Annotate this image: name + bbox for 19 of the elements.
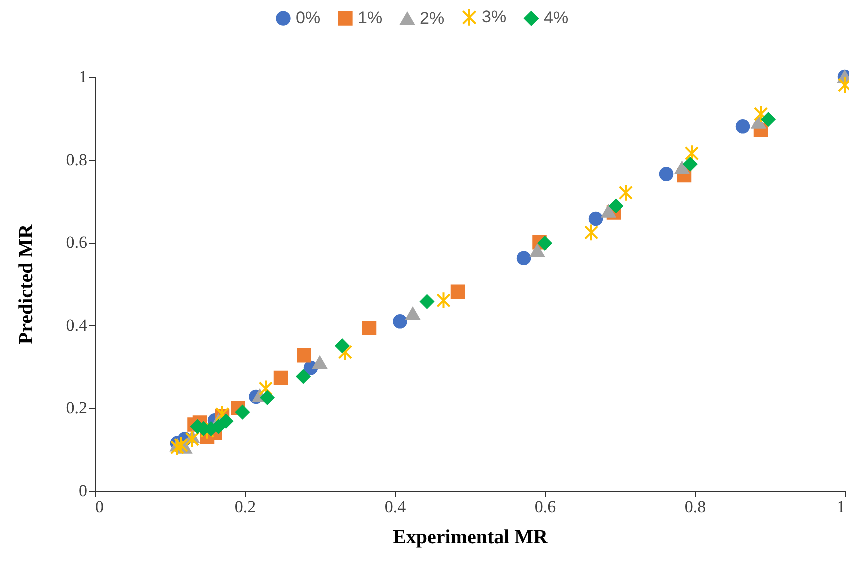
x-tick-label: 0.6: [534, 498, 556, 516]
legend-label: 0%: [296, 8, 321, 28]
y-tick-label: 0.2: [66, 398, 88, 418]
legend-label: 3%: [482, 8, 507, 27]
legend-label: 1%: [358, 8, 383, 28]
y-tick-label: 0.6: [66, 233, 88, 252]
y-tick-label: 0: [79, 482, 88, 500]
x-tick-label: 0.8: [684, 498, 706, 516]
y-tick-label: 0.8: [66, 150, 88, 170]
x-axis-title: Experimental MR: [393, 526, 549, 548]
x-tick-label: 0: [96, 498, 104, 516]
x-tick-label: 0.4: [384, 498, 407, 516]
x-tick-label: 0.2: [234, 498, 256, 516]
y-tick-label: 1: [79, 68, 88, 86]
y-tick-label: 0.4: [66, 316, 88, 335]
legend-label: 4%: [544, 8, 569, 28]
legend-label: 2%: [420, 9, 445, 28]
y-axis-title: Predicted MR: [15, 224, 38, 345]
x-tick-label: 1: [837, 498, 846, 516]
